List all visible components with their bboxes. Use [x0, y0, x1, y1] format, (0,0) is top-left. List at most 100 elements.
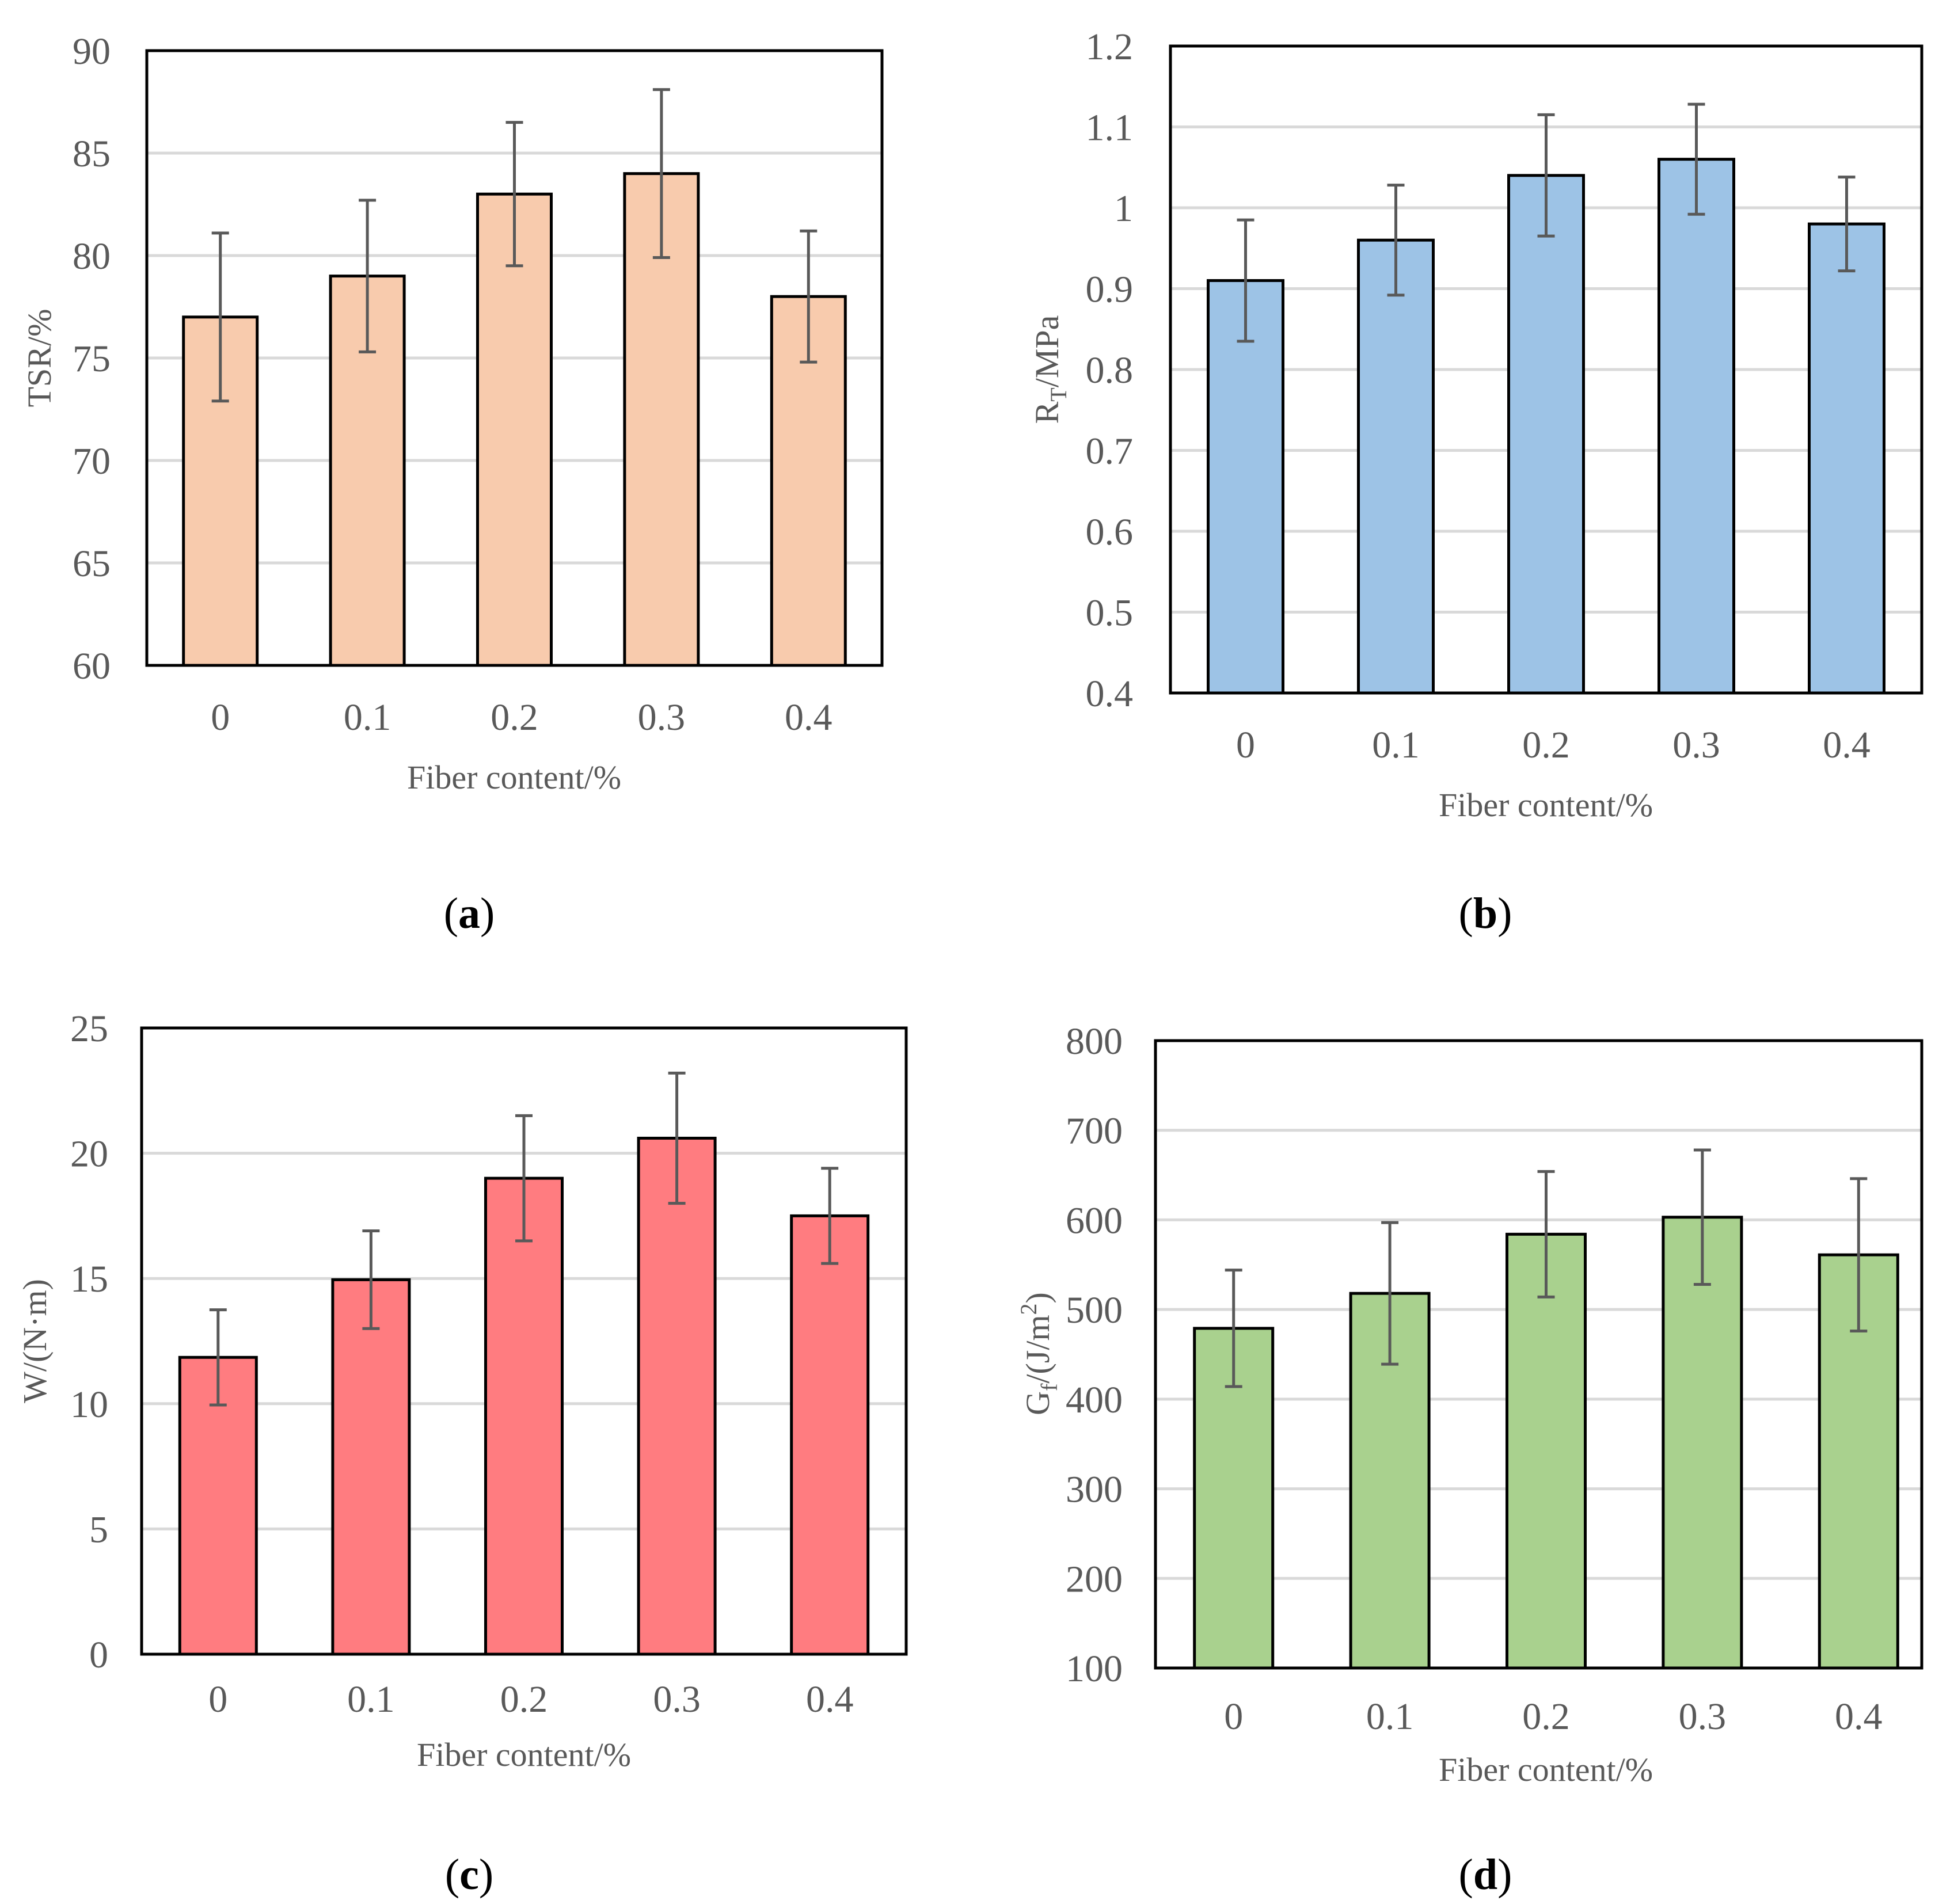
panel-b-x-tick-label: 0.3: [1672, 724, 1720, 766]
panel-d-y-axis-title: Gf/(J/m2): [1016, 1292, 1062, 1415]
panel-c-x-axis-title: Fiber content/%: [417, 1736, 631, 1773]
panel-c-xticks: 0 0.1 0.2 0.3 0.4: [208, 1678, 853, 1720]
panel-a-y-tick-label: 65: [73, 543, 111, 585]
panel-a-error-bar: [800, 229, 818, 364]
panel-a-errors: [211, 88, 818, 403]
panel-d-y-tick-label: 700: [1066, 1110, 1123, 1152]
panel-d-xticks: 0 0.1 0.2 0.3 0.4: [1224, 1696, 1882, 1738]
panel-d-y-tick-label: 500: [1066, 1289, 1123, 1331]
panel-a-x-tick-label: 0.2: [491, 696, 538, 738]
panel-a-y-tick-label: 75: [73, 338, 111, 380]
panel-c-x-tick-label: 0.3: [653, 1678, 701, 1720]
panel-a-frame: [145, 49, 884, 667]
panel-b-bar: [1357, 238, 1435, 695]
panel-c-y-tick-label: 25: [70, 1008, 108, 1050]
panel-d-y-tick-label: 800: [1066, 1020, 1123, 1063]
panel-a-xticks: 0 0.1 0.2 0.3 0.4: [211, 696, 832, 738]
panel-c-bar: [178, 1355, 258, 1656]
panel-a-y-tick-label: 60: [73, 645, 111, 687]
panel-c: 0 5 10 15 20 25 0 0.1 0.2 0.3 0.4 Fiber content/%…: [16, 1008, 908, 1899]
panel-a: 60 65 70 75 80 85 90 0 0.1 0.2 0.3 0.4 Fiber conte…: [21, 31, 884, 938]
panel-a-error-bar: [505, 121, 523, 268]
panel-c-label: (c): [445, 1850, 493, 1899]
panel-c-y-tick-label: 10: [70, 1384, 108, 1426]
panel-a-y-axis-title: TSR/%: [21, 309, 58, 408]
panel-c-y-tick-label: 0: [89, 1634, 108, 1676]
panel-a-yticks: 60 65 70 75 80 85 90: [73, 31, 111, 687]
panel-d-yticks: 100 200 300 400 500 600 700 800: [1066, 1020, 1123, 1690]
panel-c-y-tick-label: 5: [89, 1509, 108, 1551]
panel-d-y-tick-label: 600: [1066, 1199, 1123, 1242]
panel-b-x-axis-title: Fiber content/%: [1439, 786, 1653, 824]
panel-b-bar: [1658, 158, 1735, 695]
panel-d-error-bar: [1850, 1177, 1868, 1333]
panel-b-bars: [1207, 158, 1885, 695]
panel-b-errors: [1237, 102, 1856, 343]
panel-c-errors: [209, 1071, 839, 1407]
panel-c-x-tick-label: 0.4: [806, 1678, 854, 1720]
panel-b-error-bar: [1537, 113, 1555, 238]
panel-d-x-axis-title: Fiber content/%: [1439, 1751, 1653, 1788]
panel-b-bar: [1207, 279, 1284, 695]
panel-b-y-tick-label: 0.5: [1086, 592, 1134, 634]
panel-d-x-tick-label: 0.1: [1366, 1696, 1414, 1738]
panel-b-y-tick-label: 0.9: [1086, 269, 1134, 311]
panel-a-error-bar: [652, 88, 670, 260]
panel-d-y-tick-label: 300: [1066, 1469, 1123, 1511]
panel-b-y-axis-title: RT/MPa: [1028, 315, 1071, 424]
panel-b-y-tick-label: 0.7: [1086, 431, 1134, 473]
panel-c-error-bar: [515, 1114, 533, 1243]
panel-b-label: (b): [1459, 889, 1512, 938]
panel-c-error-bar: [668, 1071, 686, 1205]
panel-a-error-bar: [211, 231, 229, 403]
panel-b-frame: [1169, 44, 1923, 695]
panel-a-y-tick-label: 80: [73, 235, 111, 277]
panel-a-y-tick-label: 85: [73, 133, 111, 175]
panel-c-error-bar: [821, 1167, 839, 1265]
panel-c-x-tick-label: 0.2: [500, 1678, 548, 1720]
panel-d-y-tick-label: 200: [1066, 1558, 1123, 1600]
panel-c-y-tick-label: 20: [70, 1133, 108, 1175]
panel-b-y-tick-label: 1.2: [1086, 26, 1134, 68]
panel-d-error-bar: [1381, 1221, 1399, 1366]
panel-d-error-bar: [1225, 1269, 1242, 1388]
panel-d-y-tick-label: 100: [1066, 1648, 1123, 1690]
panel-c-x-tick-label: 0: [208, 1678, 227, 1720]
panel-a-error-bar: [359, 199, 377, 353]
panel-b-error-bar: [1387, 184, 1405, 297]
panel-a-x-axis-title: Fiber content/%: [407, 759, 621, 796]
panel-a-x-tick-label: 0: [211, 696, 230, 738]
panel-a-bars: [182, 172, 847, 667]
panel-d-label: (d): [1459, 1850, 1512, 1899]
panel-b-yticks: 0.4 0.5 0.6 0.7 0.8 0.9 1 1.1 1.2: [1086, 26, 1134, 715]
panel-a-y-tick-label: 70: [73, 440, 111, 482]
panel-b-y-tick-label: 0.8: [1086, 349, 1134, 391]
panel-c-y-tick-label: 15: [70, 1258, 108, 1300]
panel-c-yticks: 0 5 10 15 20 25: [70, 1008, 108, 1676]
panel-b-xticks: 0 0.1 0.2 0.3 0.4: [1236, 724, 1871, 766]
panel-b-error-bar: [1237, 218, 1254, 343]
panel-d-frame: [1154, 1039, 1923, 1670]
panel-c-error-bar: [209, 1308, 227, 1407]
panel-b-x-tick-label: 0.2: [1522, 724, 1570, 766]
panel-c-bars: [178, 1136, 870, 1656]
panel-d-bar: [1662, 1216, 1743, 1670]
panel-b-y-tick-label: 1: [1114, 188, 1133, 230]
panel-c-error-bar: [362, 1229, 380, 1330]
panel-d-error-bar: [1693, 1148, 1711, 1286]
panel-c-x-tick-label: 0.1: [347, 1678, 395, 1720]
panel-b: 0.4 0.5 0.6 0.7 0.8 0.9 1 1.1 1.2 0 0.1 0.2 0.3 0.4 …: [1028, 26, 1923, 938]
panel-d: 100 200 300 400 500 600 700 800 0 0.1 0.2 0.3 0.4 F…: [1016, 1020, 1923, 1899]
panel-b-bar: [1507, 174, 1585, 695]
panel-b-error-bar: [1838, 176, 1856, 273]
panel-b-x-tick-label: 0: [1236, 724, 1255, 766]
panel-a-y-tick-label: 90: [73, 31, 111, 73]
panel-a-label: (a): [444, 889, 495, 938]
panel-d-x-tick-label: 0: [1224, 1696, 1243, 1738]
panel-d-x-tick-label: 0.3: [1679, 1696, 1727, 1738]
panel-c-bar: [484, 1176, 564, 1656]
panel-d-error-bar: [1537, 1170, 1555, 1298]
panel-b-x-tick-label: 0.4: [1823, 724, 1871, 766]
panel-b-error-bar: [1687, 102, 1705, 216]
